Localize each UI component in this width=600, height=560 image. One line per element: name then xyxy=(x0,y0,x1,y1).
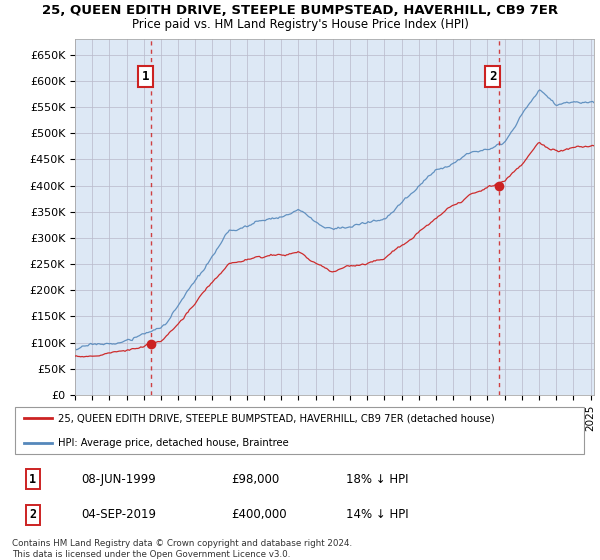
Text: 25, QUEEN EDITH DRIVE, STEEPLE BUMPSTEAD, HAVERHILL, CB9 7ER: 25, QUEEN EDITH DRIVE, STEEPLE BUMPSTEAD… xyxy=(42,4,558,17)
Text: 1: 1 xyxy=(142,70,149,83)
Text: 25, QUEEN EDITH DRIVE, STEEPLE BUMPSTEAD, HAVERHILL, CB9 7ER (detached house): 25, QUEEN EDITH DRIVE, STEEPLE BUMPSTEAD… xyxy=(58,413,495,423)
Text: 04-SEP-2019: 04-SEP-2019 xyxy=(81,508,156,521)
Text: 1: 1 xyxy=(29,473,37,486)
Text: 18% ↓ HPI: 18% ↓ HPI xyxy=(346,473,409,486)
FancyBboxPatch shape xyxy=(15,407,584,454)
Text: 2: 2 xyxy=(489,70,497,83)
Text: Contains HM Land Registry data © Crown copyright and database right 2024.
This d: Contains HM Land Registry data © Crown c… xyxy=(12,539,352,559)
Text: HPI: Average price, detached house, Braintree: HPI: Average price, detached house, Brai… xyxy=(58,438,289,448)
Text: 08-JUN-1999: 08-JUN-1999 xyxy=(81,473,156,486)
Text: Price paid vs. HM Land Registry's House Price Index (HPI): Price paid vs. HM Land Registry's House … xyxy=(131,18,469,31)
Text: 14% ↓ HPI: 14% ↓ HPI xyxy=(346,508,409,521)
Text: £400,000: £400,000 xyxy=(231,508,287,521)
Text: 2: 2 xyxy=(29,508,37,521)
Text: £98,000: £98,000 xyxy=(231,473,279,486)
